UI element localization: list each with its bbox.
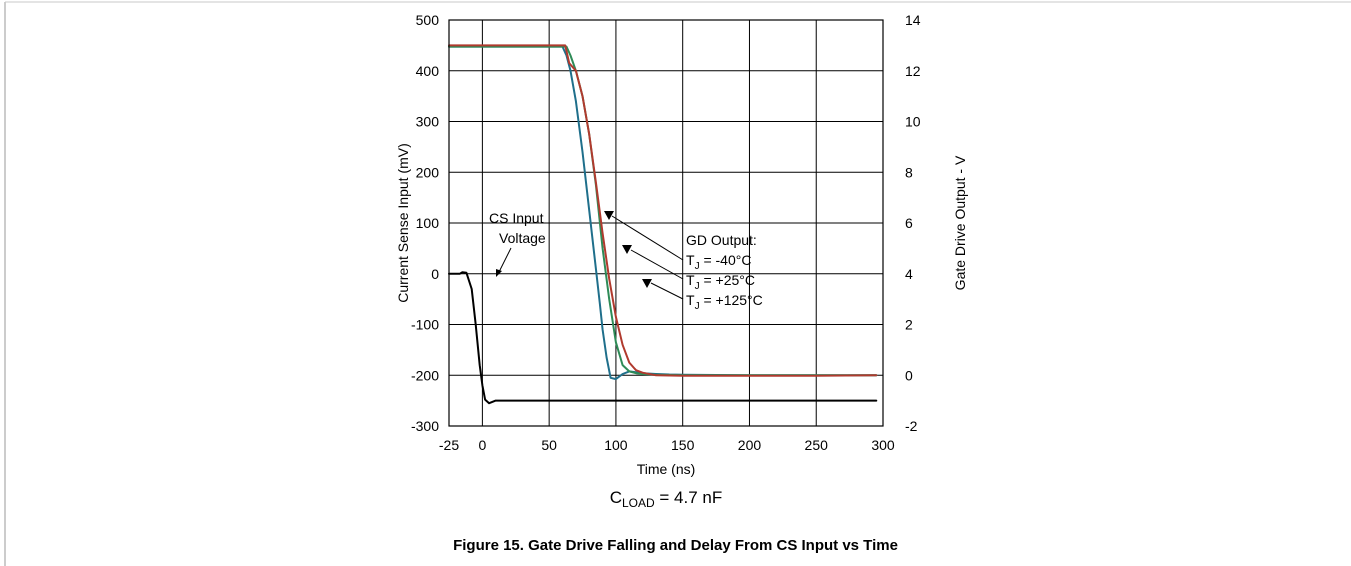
load-symbol: C [610, 488, 622, 507]
figure-caption: Figure 15. Gate Drive Falling and Delay … [453, 537, 898, 554]
y2-tick-label: 12 [905, 63, 921, 79]
y-tick-label: 100 [416, 215, 440, 231]
tj-125-leader [650, 282, 684, 300]
x-tick-label: 250 [805, 437, 829, 453]
y2-tick-label: 8 [905, 164, 913, 180]
x-tick-label: 150 [671, 437, 695, 453]
y2-tick-label: 10 [905, 114, 921, 130]
cs-input-label-line1: CS Input [489, 210, 544, 226]
y2-tick-label: 4 [905, 266, 913, 282]
x-axis-label: Time (ns) [637, 461, 696, 477]
tj-subscript-3: J [695, 301, 700, 312]
tj-symbol-3: T [686, 292, 695, 308]
load-subscript: LOAD [622, 496, 655, 510]
cs-input-arrowhead [496, 269, 502, 277]
x-tick-label: 200 [738, 437, 762, 453]
y-tick-label: 400 [416, 63, 440, 79]
tj-25-arrowhead [622, 245, 632, 254]
y-tick-label: 0 [431, 266, 439, 282]
y2-tick-label: -2 [905, 418, 918, 434]
tj-minus40-leader [611, 215, 684, 261]
tj-subscript-1: J [695, 261, 700, 272]
load-capacitance-note: CLOAD = 4.7 nF [610, 488, 723, 510]
tj-125-arrowhead [642, 279, 652, 288]
load-value: = 4.7 nF [655, 488, 723, 507]
series-gd-125-line [448, 44, 878, 377]
y-tick-label: 500 [416, 12, 440, 28]
y2-tick-label: 14 [905, 12, 921, 28]
y2-axis-label: Gate Drive Output - V [952, 155, 968, 290]
y-tick-label: 200 [416, 164, 440, 180]
y-tick-label: -100 [411, 317, 439, 333]
x-tick-label: 300 [871, 437, 895, 453]
tj-minus40-arrowhead [604, 211, 614, 220]
y-tick-label: -300 [411, 418, 439, 434]
tj-label-minus40: TJ = -40°C [686, 252, 751, 272]
tj-value-1: = -40°C [700, 252, 752, 268]
tj-symbol-1: T [686, 252, 695, 268]
x-tick-label: -25 [439, 437, 459, 453]
y-axis-label: Current Sense Input (mV) [395, 143, 411, 303]
y2-tick-label: 2 [905, 317, 913, 333]
tj-value-3: = +125°C [700, 292, 763, 308]
series-cs-line [448, 271, 878, 405]
plot-area-border [448, 19, 884, 427]
x-tick-label: 0 [478, 437, 486, 453]
tj-25-leader [630, 249, 684, 280]
gd-output-label: GD Output: [686, 232, 757, 248]
tj-subscript-2: J [695, 281, 700, 292]
y2-tick-label: 0 [905, 367, 913, 383]
x-tick-label: 50 [541, 437, 557, 453]
tj-symbol-2: T [686, 272, 695, 288]
tj-label-25: TJ = +25°C [686, 272, 755, 292]
y-tick-label: 300 [416, 114, 440, 130]
y2-tick-label: 6 [905, 215, 913, 231]
cs-input-leader [498, 247, 512, 273]
tj-label-125: TJ = +125°C [686, 292, 763, 312]
y-tick-label: -200 [411, 367, 439, 383]
cs-input-label-line2: Voltage [499, 230, 546, 246]
x-tick-label: 100 [604, 437, 628, 453]
tj-value-2: = +25°C [700, 272, 755, 288]
